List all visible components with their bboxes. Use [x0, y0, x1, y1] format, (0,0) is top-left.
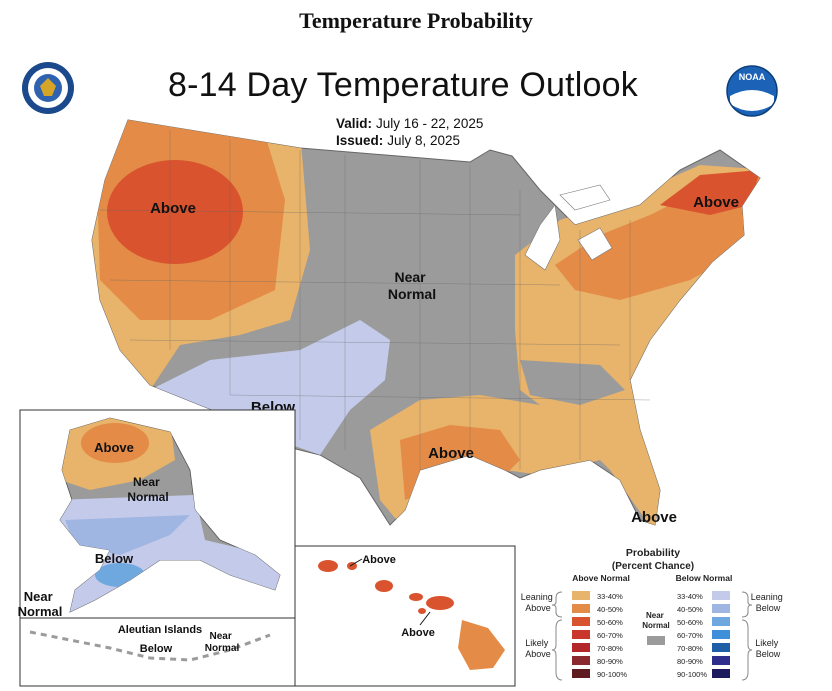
below-range-label: 70-80%	[677, 644, 703, 653]
midsouth-near-normal-area	[520, 360, 625, 405]
lake-michigan	[524, 204, 561, 271]
below-swatch	[712, 669, 730, 678]
above-range-label: 90-100%	[597, 670, 627, 679]
alaska-above-label: Above	[94, 440, 134, 455]
legend: Probability (Percent Chance) Above Norma…	[521, 547, 786, 681]
below-range-label: 60-70%	[677, 631, 703, 640]
issued-label: Issued:	[336, 133, 384, 148]
above-swatch	[572, 656, 590, 665]
above-range-label: 70-80%	[597, 644, 623, 653]
hawaii-above-bottom-label: Above	[401, 627, 435, 639]
below-swatch	[712, 591, 730, 600]
legend-below-header: Below Normal	[676, 573, 733, 583]
alaska-near-normal-label: Near Normal	[127, 475, 168, 504]
near-normal-line-2: Normal	[388, 286, 436, 302]
below-range-label: 90-100%	[677, 670, 707, 679]
lake-superior	[559, 184, 611, 211]
leaning-above-line-2: Above	[525, 603, 551, 613]
below-range-label: 80-90%	[677, 657, 703, 666]
hawaii-above-top-label: Above	[362, 554, 396, 566]
likely-above-line-2: Above	[525, 649, 551, 659]
leaning-below-line-2: Below	[756, 603, 781, 613]
legend-title: Probability	[626, 547, 680, 559]
alaska-inset: Above Near Normal Below Near Normal	[18, 409, 296, 619]
legend-near-line-1: Near	[646, 611, 664, 620]
likely-above-line-1: Likely	[525, 638, 549, 648]
alaska-sw-near-line-2: Normal	[18, 604, 63, 619]
valid-dates: Valid: July 16 - 22, 2025	[336, 116, 483, 131]
near-normal-label: Near Normal	[388, 269, 436, 302]
valid-label: Valid:	[336, 116, 373, 131]
below-swatch	[712, 617, 730, 626]
near-normal-line-1: Near	[394, 269, 426, 285]
above-swatch	[572, 630, 590, 639]
southwest-below-area	[150, 320, 390, 455]
above-swatch	[572, 591, 590, 600]
south-leaning-above-area	[370, 395, 600, 525]
aleutian-below-label: Below	[140, 643, 173, 655]
legend-near-normal-label: Near Normal	[642, 611, 670, 630]
noaa-logo-text: NOAA	[739, 72, 766, 82]
alaska-sw-near-normal-label: Near Normal	[18, 589, 63, 619]
valid-value: July 16 - 22, 2025	[376, 116, 484, 131]
above-range-label: 50-60%	[597, 618, 623, 627]
alaska-near-line-1: Near	[133, 475, 160, 489]
northeast-above-50-area	[660, 170, 760, 215]
aleutian-near-normal-label: Near Normal	[205, 631, 240, 654]
map-title: 8-14 Day Temperature Outlook	[168, 66, 638, 104]
page-title: Temperature Probability	[299, 8, 533, 33]
hawaii-inset: Above Above	[294, 545, 516, 687]
below-range-label: 40-50%	[677, 605, 703, 614]
west-above-50-area	[107, 160, 243, 264]
above-range-label: 33-40%	[597, 592, 623, 601]
above-range-label: 60-70%	[597, 631, 623, 640]
alaska-below-label: Below	[95, 551, 134, 566]
florida-above-label: Above	[631, 509, 677, 526]
lake-huron	[577, 227, 613, 261]
aleutian-inset: Aleutian Islands Below Near Normal	[19, 617, 296, 687]
below-swatch	[712, 643, 730, 652]
leaning-above-line-1: Leaning	[521, 592, 553, 602]
northeast-above-label: Above	[693, 194, 739, 211]
commerce-seal-icon	[22, 62, 74, 114]
aleutian-title: Aleutian Islands	[118, 624, 202, 636]
state-boundaries	[99, 130, 651, 470]
issued-date: Issued: July 8, 2025	[336, 133, 460, 148]
aleutian-near-line-1: Near	[209, 631, 231, 642]
likely-below-line-1: Likely	[755, 638, 779, 648]
below-swatch	[712, 604, 730, 613]
legend-subtitle: (Percent Chance)	[612, 561, 694, 572]
texas-above-label: Above	[428, 445, 474, 462]
above-swatch	[572, 604, 590, 613]
below-swatch	[712, 630, 730, 639]
above-swatch	[572, 643, 590, 652]
above-swatch	[572, 617, 590, 626]
west-above-label: Above	[150, 200, 196, 217]
legend-likely-below-label: Likely Below	[755, 638, 781, 659]
legend-leaning-above-label: Leaning Above	[521, 592, 556, 613]
alaska-sw-near-line-1: Near	[24, 589, 53, 604]
above-swatch	[572, 669, 590, 678]
legend-likely-above-label: Likely Above	[525, 638, 551, 659]
below-swatch	[712, 656, 730, 665]
legend-above-header: Above Normal	[572, 573, 630, 583]
below-range-label: 33-40%	[677, 592, 703, 601]
legend-above-swatches: 33-40% 40-50% 50-60% 60-70% 70-80% 80-90% 90-1…	[572, 591, 627, 679]
likely-below-line-2: Below	[756, 649, 781, 659]
issued-value: July 8, 2025	[387, 133, 461, 148]
aleutian-near-line-2: Normal	[205, 643, 240, 654]
texas-above-40-area	[400, 425, 520, 500]
above-range-label: 80-90%	[597, 657, 623, 666]
noaa-logo-icon: NOAA	[726, 65, 778, 117]
below-range-label: 50-60%	[677, 618, 703, 627]
alaska-near-line-2: Normal	[127, 490, 168, 504]
legend-near-line-2: Normal	[642, 621, 670, 630]
legend-near-normal-swatch	[647, 636, 665, 645]
legend-below-swatches: 33-40% 40-50% 50-60% 60-70% 70-80% 80-90% 90-1…	[677, 591, 730, 679]
above-range-label: 40-50%	[597, 605, 623, 614]
leaning-below-line-1: Leaning	[751, 592, 783, 602]
legend-leaning-below-label: Leaning Below	[751, 592, 786, 613]
